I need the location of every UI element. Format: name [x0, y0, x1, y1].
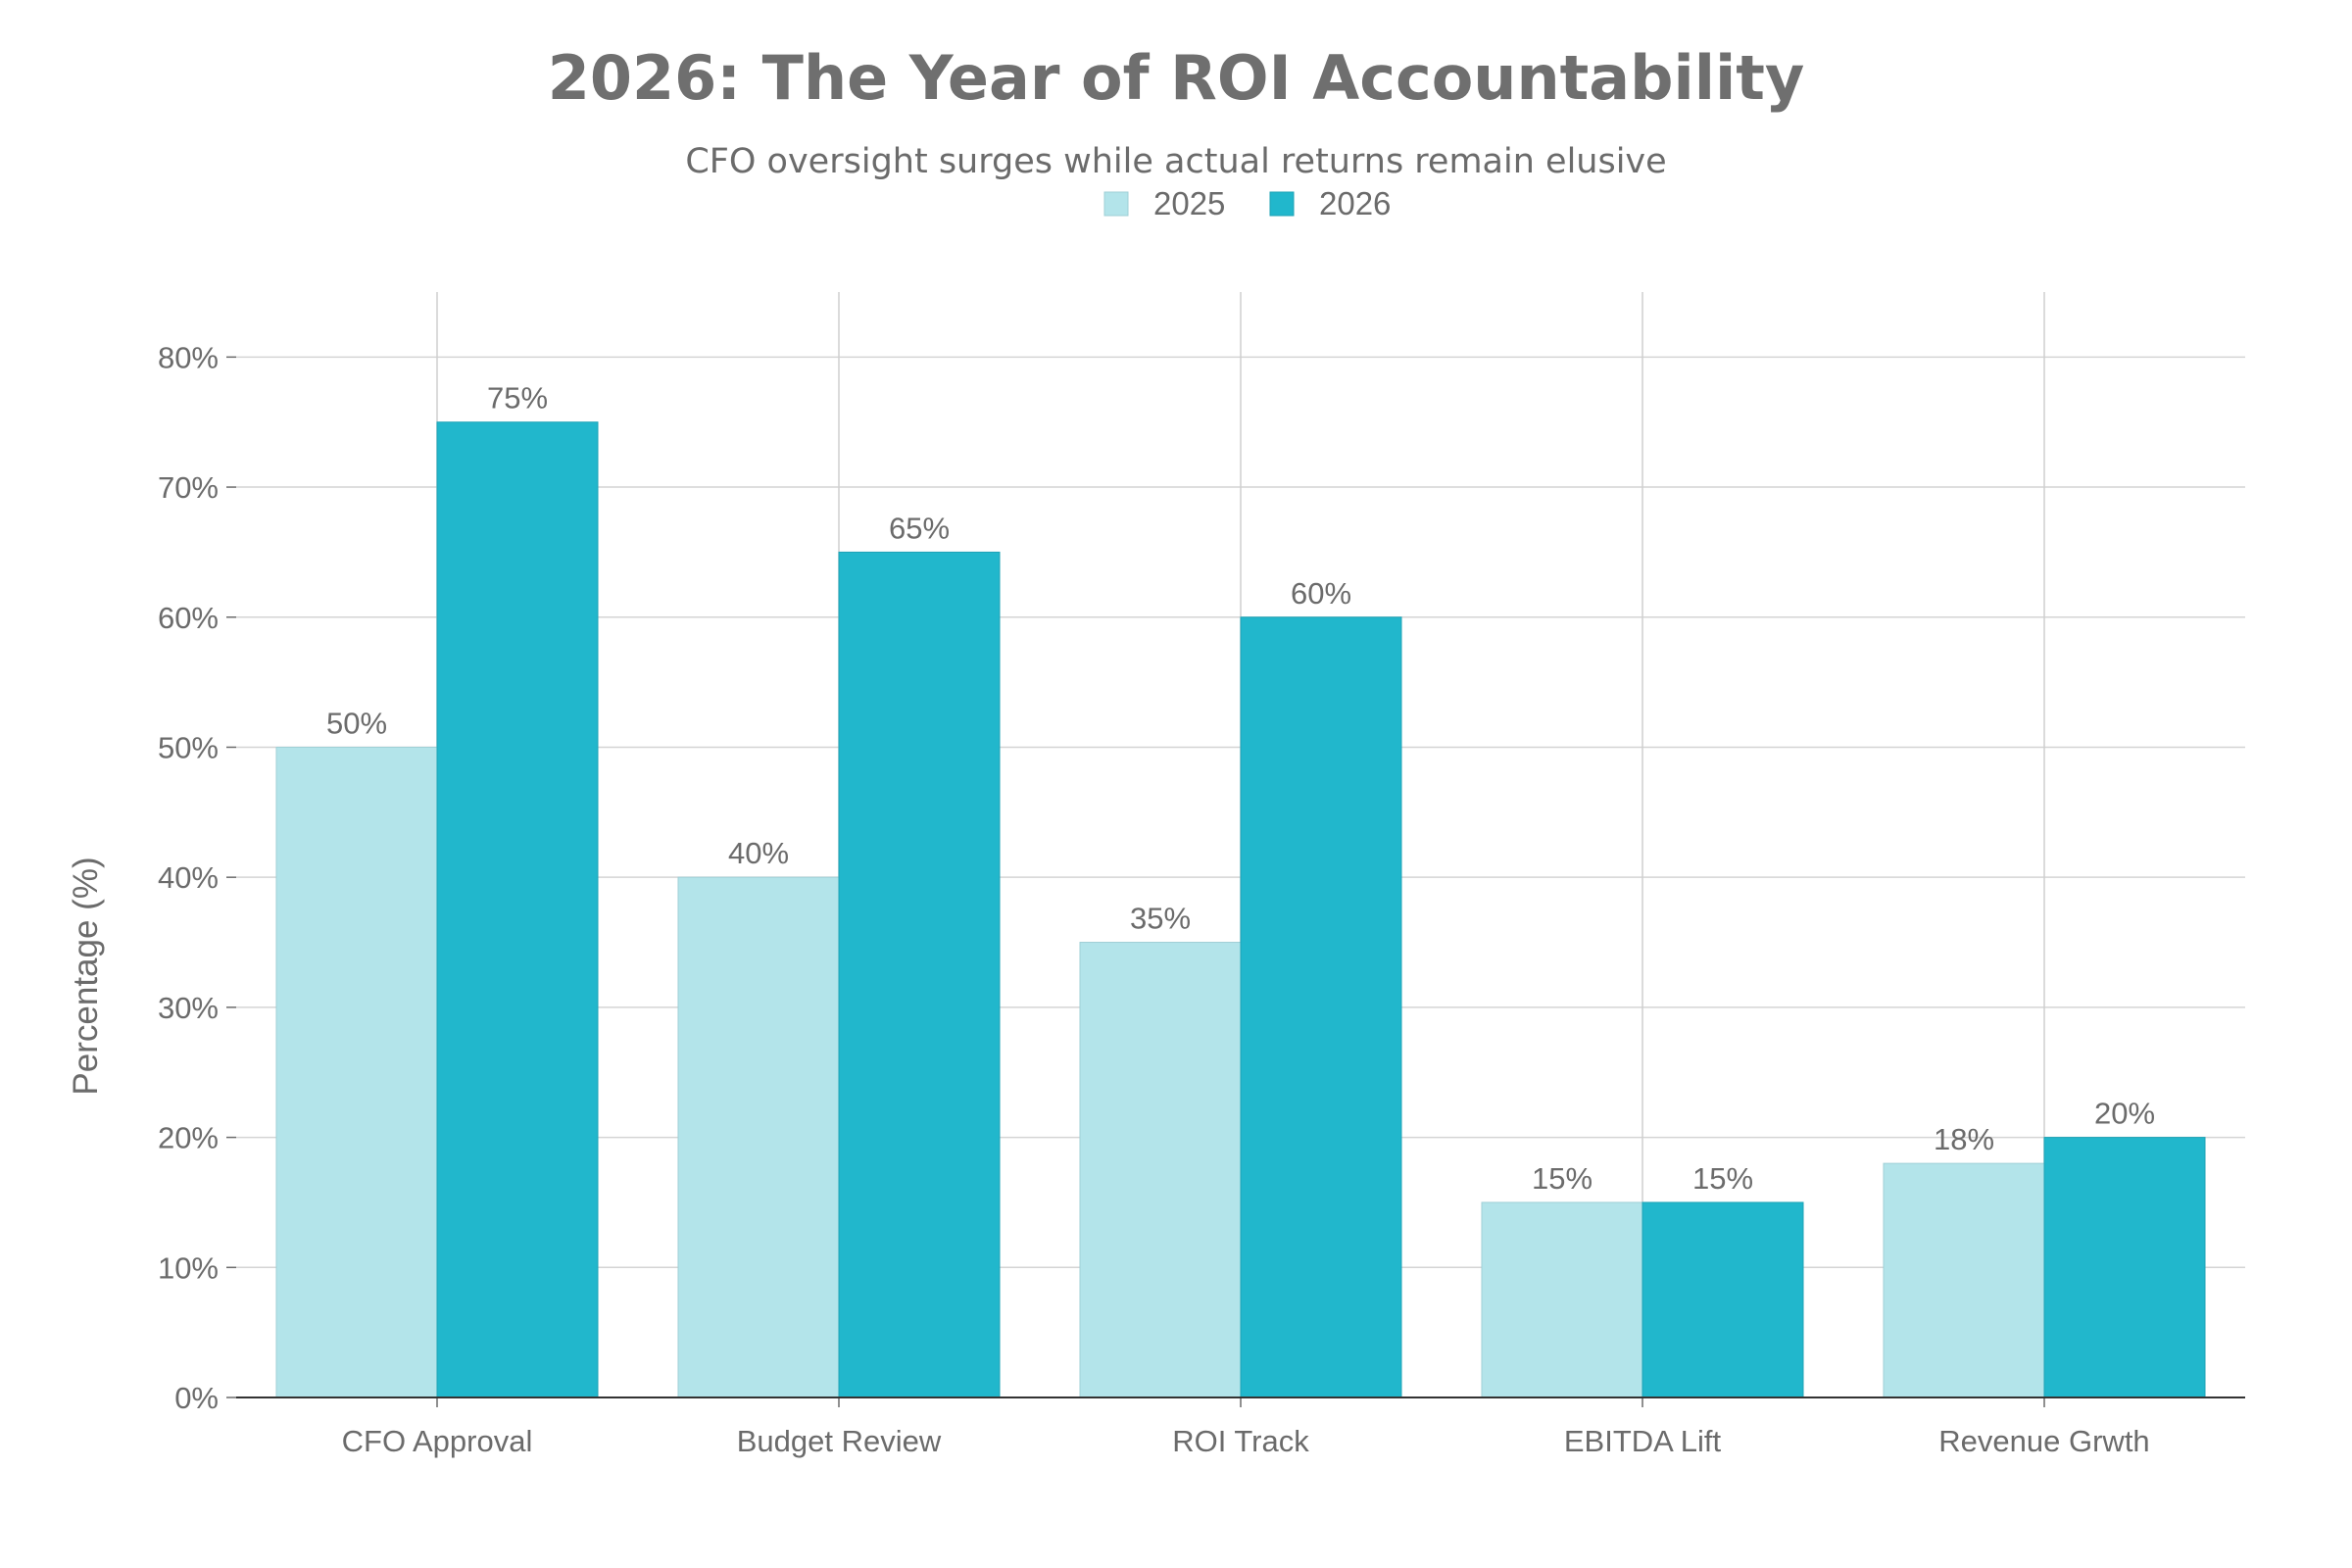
y-axis-title: Percentage (%) [67, 857, 105, 1095]
bar-2026-0 [436, 421, 599, 1398]
y-tick-label: 0% [174, 1381, 219, 1415]
bar-value-label: 50% [326, 706, 387, 740]
x-tick-label: ROI Track [1172, 1424, 1309, 1458]
x-tick-label: Revenue Grwth [1938, 1424, 2149, 1458]
x-tick-label: CFO Approval [342, 1424, 533, 1458]
chart-subtitle: CFO oversight surges while actual return… [685, 142, 1666, 181]
axes: 0% 10% 20% 30% 40% 50% 60% 70% 80% CFO Approval Bu… [158, 340, 2245, 1458]
y-tick-label: 70% [158, 470, 219, 505]
y-tick-label: 30% [158, 991, 219, 1025]
bar-2025-3 [1481, 1201, 1643, 1398]
bar-2026-2 [1240, 616, 1402, 1398]
bar-value-label: 75% [487, 381, 548, 416]
x-tick-label: Budget Review [737, 1424, 942, 1458]
bar-2025-1 [677, 876, 840, 1398]
y-tick-label: 10% [158, 1250, 219, 1285]
bar-value-label: 20% [2094, 1097, 2155, 1131]
legend-swatch-2026 [1269, 191, 1295, 217]
y-tick-label: 40% [158, 860, 219, 895]
bar-2025-0 [275, 746, 438, 1398]
legend-label-2026: 2026 [1319, 185, 1391, 221]
bar-value-label: 15% [1532, 1161, 1592, 1196]
y-tick-label: 60% [158, 601, 219, 635]
bar-value-label: 35% [1130, 902, 1191, 936]
bar-2025-4 [1883, 1162, 2045, 1398]
bar-2026-4 [2043, 1137, 2206, 1398]
bars [275, 421, 2206, 1398]
bar-2026-3 [1642, 1201, 1804, 1398]
chart-title: 2026: The Year of ROI Accountability [548, 42, 1805, 114]
bar-2026-1 [838, 551, 1001, 1398]
bar-value-label: 18% [1934, 1122, 1994, 1156]
bar-2025-2 [1079, 942, 1242, 1398]
y-tick-label: 50% [158, 730, 219, 764]
bar-value-label: 15% [1692, 1161, 1753, 1196]
y-tick-label: 20% [158, 1121, 219, 1155]
bar-value-label: 65% [889, 511, 950, 545]
bar-labels: 50% 40% 35% 15% 18% 75% 65% 60% 15% 20% [326, 381, 2155, 1196]
x-tick-label: EBITDA Lift [1564, 1424, 1722, 1458]
legend: 2025 2026 [1103, 185, 1391, 221]
bar-value-label: 60% [1291, 576, 1351, 611]
bar-value-label: 40% [728, 836, 789, 870]
y-tick-label: 80% [158, 340, 219, 374]
legend-swatch-2025 [1103, 191, 1129, 217]
legend-label-2025: 2025 [1153, 185, 1225, 221]
